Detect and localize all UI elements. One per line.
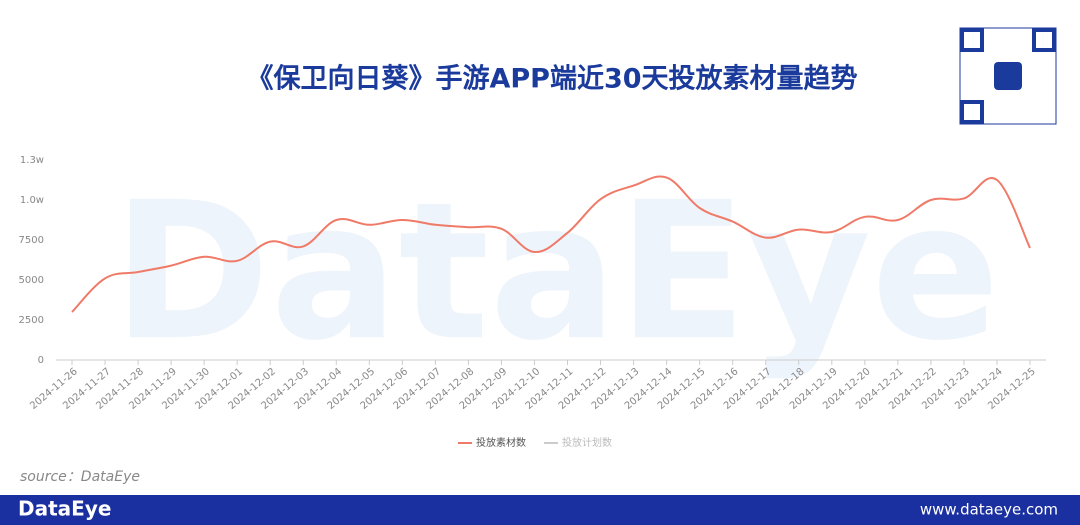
y-tick-label: 1.3w bbox=[20, 155, 44, 166]
chart-title: 《保卫向日葵》手游APP端近30天投放素材量趋势 bbox=[246, 63, 857, 95]
line-series bbox=[71, 175, 1031, 313]
watermark: DataEye bbox=[113, 161, 1000, 382]
footer-bar bbox=[0, 495, 1080, 525]
y-tick-label: 5000 bbox=[19, 275, 44, 286]
y-tick-label: 2500 bbox=[19, 315, 44, 326]
legend-label: 投放素材数 bbox=[476, 436, 526, 449]
qr-code bbox=[959, 27, 1057, 125]
footer-url: www.dataeye.com bbox=[920, 501, 1058, 519]
y-tick-label: 7500 bbox=[19, 235, 44, 246]
footer-brand: DataEye bbox=[18, 497, 111, 521]
source: source：DataEye bbox=[20, 469, 140, 485]
legend-label: 投放计划数 bbox=[562, 436, 612, 449]
y-tick-label: 1.0w bbox=[20, 195, 44, 206]
y-tick-label: 0 bbox=[38, 355, 44, 366]
